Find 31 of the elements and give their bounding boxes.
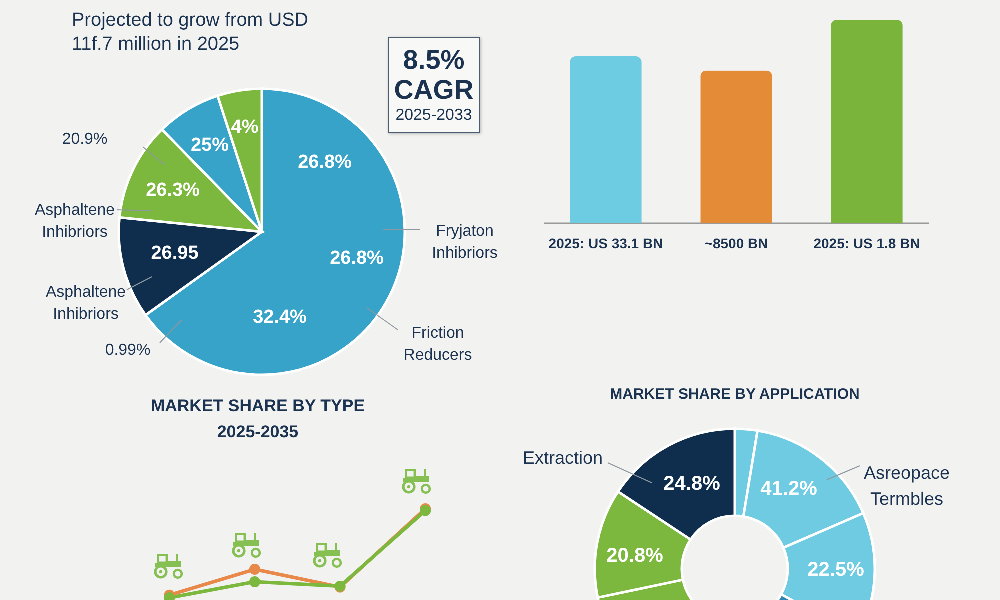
text: 22.5% <box>808 559 865 581</box>
text: 26.8% <box>298 152 352 173</box>
chart-title: MARKET SHARE BY APPLICATION <box>610 386 860 403</box>
text: 4% <box>231 117 259 138</box>
text: Fryjaton Inhibriors <box>432 223 498 262</box>
text: 8.5% <box>402 45 466 75</box>
slice-label: Friction Reducers <box>404 325 472 364</box>
point <box>249 564 260 575</box>
chart-title: MARKET SHARE BY TYPE <box>150 396 366 416</box>
slice-label: Asphaltene Inhibriors <box>46 284 126 323</box>
text: 26.8% <box>330 248 384 269</box>
slice-label: Asphaltene Inhibriors <box>34 202 116 241</box>
text: 41.2% <box>760 478 818 500</box>
text: 32.4% <box>253 307 308 328</box>
slice-label: Extraction <box>522 448 604 468</box>
text: 26.95 <box>151 243 200 264</box>
x-tick-label: 2025: US 33.1 BN <box>548 236 664 252</box>
text: 0.99% <box>105 342 151 359</box>
text: 2025-2033 <box>394 106 474 126</box>
chart-subtitle: 2025-2035 <box>217 422 299 442</box>
text: 25% <box>190 135 230 156</box>
text: CAGR <box>393 75 475 105</box>
chart-title: Projected to grow from USD 11f.7 million in 2025 <box>72 10 309 55</box>
text: 26.3% <box>146 180 200 201</box>
text: 20.8% <box>606 545 664 567</box>
point <box>249 576 260 588</box>
x-tick-label: 2025: US 1.8 BN <box>814 236 920 252</box>
slice-label: Asreopace Termbles <box>864 463 950 509</box>
text: 24.8% <box>664 473 721 495</box>
text: 20.9% <box>62 131 108 148</box>
x-tick-label: ~8500 BN <box>704 236 768 252</box>
